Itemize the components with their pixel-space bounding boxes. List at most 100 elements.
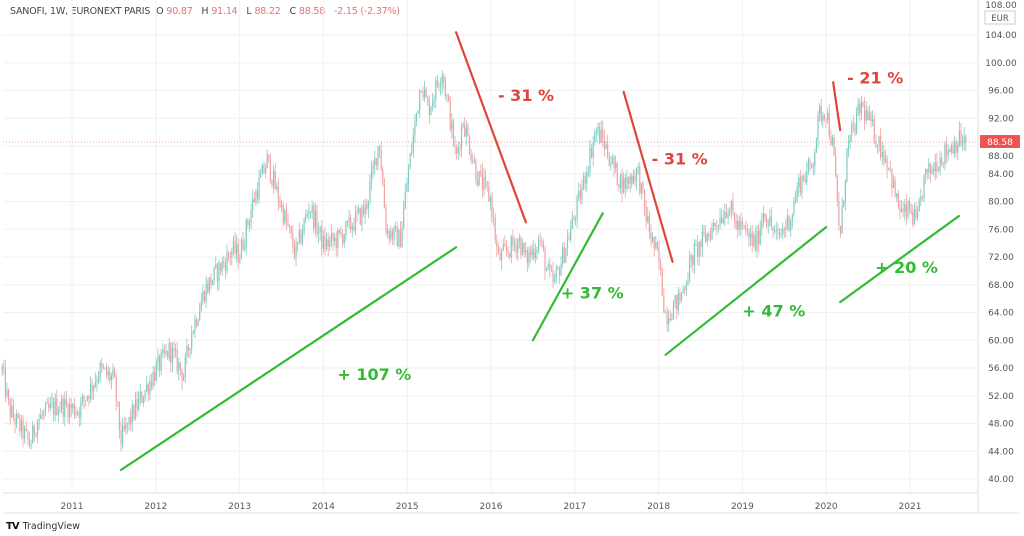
candle-body <box>632 175 634 184</box>
candle <box>770 207 773 231</box>
candle-body <box>682 289 684 293</box>
candle <box>647 207 649 224</box>
candle <box>682 285 684 294</box>
candle-body <box>6 390 8 396</box>
candle <box>896 193 898 202</box>
candle-body <box>788 215 790 231</box>
candle <box>102 363 104 370</box>
candle <box>414 114 416 144</box>
candle-body <box>7 390 10 400</box>
candle <box>716 220 718 236</box>
candle-body <box>181 369 183 381</box>
candle <box>491 191 493 223</box>
candle <box>676 294 678 320</box>
candle-body <box>17 413 19 418</box>
rise-trendline <box>119 246 458 472</box>
candle-body <box>942 163 944 165</box>
candle-body <box>631 175 633 184</box>
candle-body <box>128 416 130 425</box>
candle <box>578 182 580 202</box>
candle-body <box>653 236 655 249</box>
candle-body <box>276 186 278 189</box>
candle-body <box>476 180 479 186</box>
candle-body <box>600 129 602 143</box>
candle-body <box>427 97 429 104</box>
candle <box>823 114 826 122</box>
candle-body <box>179 362 182 370</box>
candle <box>669 310 671 322</box>
candle-body <box>770 216 773 227</box>
candle-body <box>663 295 665 312</box>
candle <box>208 277 210 295</box>
candle <box>656 240 659 251</box>
candle-body <box>794 199 797 202</box>
candle <box>501 248 503 270</box>
candle <box>175 343 177 358</box>
candle-body <box>289 225 291 228</box>
candle-body <box>746 229 748 232</box>
candle-body <box>639 166 641 194</box>
candle <box>862 101 864 108</box>
candle-body <box>436 80 438 86</box>
candle-body <box>960 130 962 145</box>
candle-body <box>587 171 589 174</box>
candle <box>330 224 333 247</box>
candle <box>652 232 654 244</box>
candle-body <box>205 283 207 302</box>
candle-body <box>690 255 692 261</box>
candle-body <box>85 400 87 402</box>
candle <box>207 279 209 295</box>
candle <box>387 224 389 239</box>
candle-body <box>680 292 683 301</box>
candle-body <box>693 244 695 266</box>
candle <box>380 141 382 171</box>
candle-body <box>473 160 475 162</box>
candle <box>11 397 13 419</box>
candle <box>961 134 964 151</box>
candle-body <box>700 241 702 248</box>
candle <box>385 203 387 236</box>
candle <box>454 136 456 155</box>
candle <box>623 172 625 194</box>
candle <box>867 107 869 121</box>
candle-body <box>859 103 861 114</box>
candle <box>587 165 589 178</box>
candle-body <box>915 208 917 219</box>
candle-body <box>652 236 654 242</box>
candle-body <box>112 369 114 377</box>
candle <box>289 224 291 234</box>
close-label: C <box>289 6 296 17</box>
candle-body <box>46 403 48 405</box>
candle-body <box>791 214 793 222</box>
candle <box>176 341 178 375</box>
candle <box>390 226 392 243</box>
tradingview-branding[interactable]: TV TradingView <box>6 521 80 532</box>
candle <box>949 148 951 153</box>
candle <box>594 128 596 146</box>
x-tick-label: 2021 <box>899 502 922 512</box>
candle <box>189 347 191 359</box>
candle <box>493 207 495 227</box>
candle-body <box>396 226 398 247</box>
candle-body <box>501 250 503 261</box>
candle-body <box>150 381 153 387</box>
candle-body <box>398 229 400 247</box>
candle-body <box>142 398 145 403</box>
candle <box>764 212 766 222</box>
candle-body <box>491 197 493 217</box>
candle-body <box>126 423 129 425</box>
candle <box>441 70 443 94</box>
candle <box>880 128 882 161</box>
candle <box>905 194 907 226</box>
candle-body <box>772 226 774 232</box>
candle <box>170 341 172 373</box>
candle-body <box>147 384 149 395</box>
candle <box>112 363 114 380</box>
candle <box>855 107 858 135</box>
candle-body <box>136 399 138 410</box>
candle-body <box>279 201 281 207</box>
candle-body <box>570 228 572 240</box>
candle <box>945 136 948 164</box>
candle-body <box>562 246 564 265</box>
